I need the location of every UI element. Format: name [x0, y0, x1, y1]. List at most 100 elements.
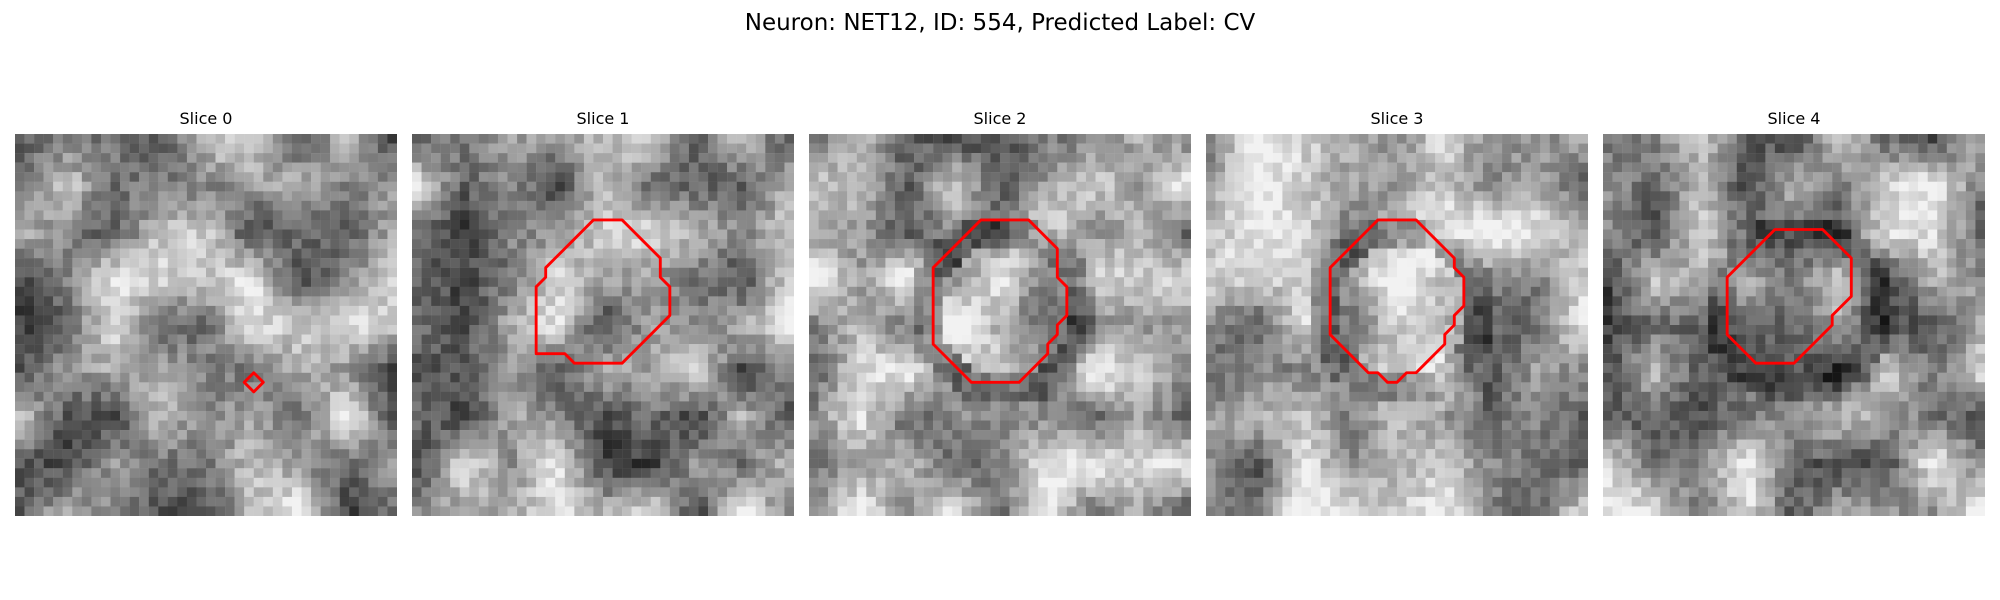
image-pixel	[440, 229, 451, 240]
image-pixel	[774, 229, 785, 240]
image-pixel	[206, 353, 216, 364]
image-pixel	[583, 401, 594, 412]
image-pixel	[272, 382, 283, 393]
image-pixel	[469, 248, 480, 259]
image-pixel	[923, 363, 934, 373]
image-pixel	[564, 363, 575, 373]
image-pixel	[1047, 210, 1058, 221]
image-pixel	[961, 430, 972, 440]
image-pixel	[765, 239, 776, 249]
image-pixel	[894, 258, 905, 268]
image-pixel	[100, 344, 111, 354]
image-pixel	[583, 506, 594, 516]
image-pixel	[272, 496, 283, 507]
image-pixel	[1133, 487, 1144, 498]
image-pixel	[717, 344, 728, 354]
image-pixel	[15, 325, 25, 335]
image-pixel	[1124, 277, 1134, 287]
image-pixel	[708, 344, 718, 354]
image-pixel	[837, 210, 848, 221]
image-pixel	[669, 468, 680, 478]
image-pixel	[1143, 449, 1153, 459]
image-pixel	[497, 153, 508, 163]
image-pixel	[330, 239, 340, 249]
image-pixel	[755, 181, 766, 192]
image-pixel	[24, 258, 35, 268]
image-pixel	[875, 439, 886, 450]
image-pixel	[1368, 134, 1379, 144]
image-pixel	[1124, 334, 1134, 345]
image-pixel	[622, 420, 632, 431]
image-pixel	[555, 277, 565, 287]
image-pixel	[650, 391, 661, 402]
image-pixel	[765, 172, 776, 182]
image-pixel	[1057, 210, 1068, 221]
image-pixel	[818, 468, 829, 478]
image-pixel	[526, 143, 537, 154]
image-pixel	[746, 277, 756, 287]
image-pixel	[1038, 191, 1048, 202]
image-pixel	[837, 382, 848, 393]
image-pixel	[1181, 248, 1191, 259]
image-pixel	[698, 344, 709, 354]
image-pixel	[1133, 277, 1144, 287]
image-pixel	[206, 296, 216, 307]
image-pixel	[234, 172, 245, 182]
image-pixel	[1578, 162, 1588, 173]
image-pixel	[755, 305, 766, 316]
image-pixel	[660, 239, 671, 249]
image-pixel	[330, 162, 340, 173]
image-pixel	[1057, 172, 1068, 182]
image-pixel	[545, 134, 556, 144]
image-pixel	[478, 353, 489, 364]
image-pixel	[818, 315, 829, 326]
image-pixel	[497, 391, 508, 402]
image-pixel	[1114, 334, 1125, 345]
image-pixel	[1000, 401, 1010, 412]
image-pixel	[555, 439, 565, 450]
image-pixel	[440, 487, 451, 498]
image-pixel	[177, 439, 188, 450]
image-pixel	[72, 439, 83, 450]
image-pixel	[349, 191, 359, 202]
image-pixel	[1038, 496, 1048, 507]
image-pixel	[688, 449, 699, 459]
image-pixel	[478, 382, 489, 393]
image-pixel	[206, 449, 216, 459]
image-pixel	[746, 239, 756, 249]
image-pixel	[765, 191, 776, 202]
image-pixel	[564, 219, 575, 230]
image-pixel	[1133, 239, 1144, 249]
segmentation-contour	[242, 371, 265, 394]
image-pixel	[1019, 420, 1029, 431]
image-pixel	[1095, 229, 1106, 240]
image-pixel	[81, 248, 92, 259]
image-pixel	[34, 172, 44, 182]
image-pixel	[478, 248, 489, 259]
image-pixel	[412, 391, 422, 402]
image-pixel	[387, 477, 397, 488]
image-pixel	[545, 191, 556, 202]
image-pixel	[517, 315, 527, 326]
image-pixel	[980, 267, 991, 278]
image-pixel	[727, 410, 737, 421]
image-pixel	[43, 410, 54, 421]
image-pixel	[1133, 229, 1144, 240]
image-pixel	[1028, 458, 1039, 469]
image-pixel	[377, 200, 388, 211]
image-pixel	[497, 439, 508, 450]
image-pixel	[545, 286, 556, 297]
image-pixel	[1085, 344, 1096, 354]
image-pixel	[478, 506, 489, 516]
image-pixel	[100, 229, 111, 240]
image-pixel	[1133, 401, 1144, 412]
image-pixel	[1143, 468, 1153, 478]
image-pixel	[971, 210, 982, 221]
image-pixel	[320, 363, 331, 373]
image-pixel	[1181, 363, 1191, 373]
image-pixel	[81, 181, 92, 192]
image-pixel	[809, 248, 819, 259]
image-pixel	[440, 506, 451, 516]
image-pixel	[1009, 410, 1020, 421]
image-pixel	[1028, 191, 1039, 202]
